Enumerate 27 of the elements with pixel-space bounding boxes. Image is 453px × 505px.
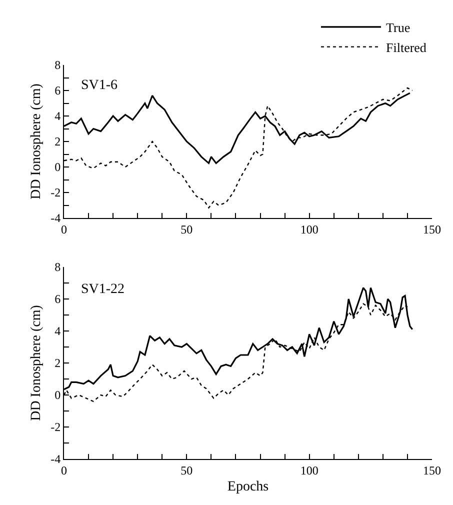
y-tick-label: 4	[54, 324, 61, 338]
y-axis-title: DD Ionosphere (cm)	[29, 304, 44, 421]
y-tick-label: -4	[50, 452, 61, 466]
x-tick-label: 150	[423, 222, 441, 236]
y-tick-label: -2	[50, 186, 61, 200]
y-axis-title: DD Ionosphere (cm)	[29, 83, 44, 200]
x-axis-title: Epochs	[227, 480, 269, 495]
y-tick-label: 6	[54, 84, 61, 98]
y-tick-label: 4	[54, 109, 61, 124]
y-tick-label: 0	[54, 388, 61, 402]
y-tick-label: 8	[54, 260, 61, 274]
legend-label: True	[386, 20, 410, 35]
annotation: SV1-6	[81, 78, 118, 93]
y-tick-label: -2	[50, 420, 61, 434]
x-tick-label: 50	[180, 222, 193, 236]
legend-label: Filtered	[386, 40, 427, 55]
x-tick-label: 100	[300, 222, 318, 236]
y-tick-label: 6	[54, 292, 61, 306]
y-tick-label: 8	[54, 58, 61, 72]
x-tick-label: 150	[423, 463, 441, 478]
y-tick-label: -4	[50, 211, 61, 226]
y-tick-label: 2	[54, 356, 61, 370]
annotation: SV1-22	[81, 282, 125, 297]
x-tick-label: 50	[180, 463, 193, 478]
y-tick-label: 0	[54, 160, 61, 174]
x-tick-label: 100	[300, 463, 318, 478]
y-tick-label: 2	[54, 134, 61, 149]
